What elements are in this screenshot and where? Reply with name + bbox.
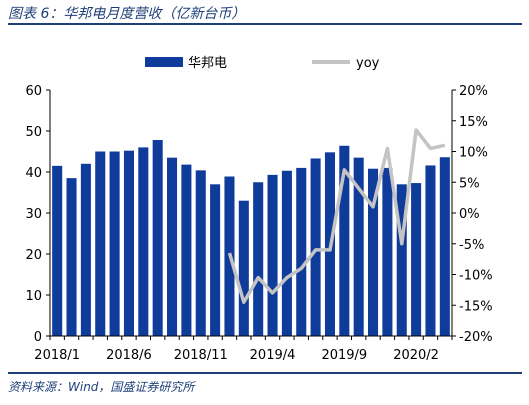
- title-divider: [8, 23, 522, 25]
- bar: [425, 165, 436, 336]
- bar: [382, 167, 393, 336]
- bar: [80, 163, 91, 336]
- left-axis-tick-label: 30: [25, 207, 42, 222]
- bar: [296, 167, 307, 336]
- right-axis-tick-label: -20%: [459, 330, 493, 345]
- x-axis-tick-label: 2020/2: [393, 348, 439, 363]
- left-axis: 0 10 20 30 40 50 60: [25, 84, 51, 345]
- bar: [281, 170, 292, 336]
- bar: [253, 182, 264, 336]
- right-axis: -20% -15% -10% -5% 0% 5% 10% 15% 20%: [451, 84, 493, 345]
- bar: [123, 150, 134, 336]
- right-axis-tick-label: 5%: [459, 176, 480, 191]
- left-axis-tick-label: 10: [25, 289, 42, 304]
- x-axis-tick-label: 2019/9: [321, 348, 367, 363]
- right-axis-tick-label: 10%: [459, 146, 488, 161]
- bar: [195, 170, 206, 336]
- x-axis: 2018/1 2018/6 2018/11 2019/4 2019/9 2020/2: [34, 335, 453, 363]
- x-axis-tick-label: 2018/1: [34, 348, 80, 363]
- chart-title: 图表 6：华邦电月度营收（亿新台币）: [8, 6, 246, 22]
- bar-series: [52, 140, 450, 336]
- left-axis-tick-label: 0: [34, 330, 42, 345]
- bar: [181, 164, 192, 336]
- legend-label-bar: 华邦电: [188, 56, 227, 71]
- right-axis-tick-label: -5%: [459, 238, 484, 253]
- source-note: 资料来源：Wind，国盛证券研究所: [8, 380, 195, 394]
- bar: [52, 165, 63, 336]
- right-axis-tick-label: 20%: [459, 84, 488, 99]
- bar: [109, 151, 120, 336]
- left-axis-tick-label: 50: [25, 125, 42, 140]
- bar: [138, 147, 149, 336]
- bar: [339, 145, 350, 336]
- legend-label-line: yoy: [356, 56, 380, 71]
- legend: 华邦电 yoy: [145, 56, 380, 71]
- x-axis-tick-label: 2018/11: [174, 348, 228, 363]
- right-axis-tick-label: 0%: [459, 207, 480, 222]
- left-axis-tick-label: 40: [25, 166, 42, 181]
- bar: [66, 178, 77, 336]
- right-axis-tick-label: -10%: [459, 269, 493, 284]
- bar: [353, 157, 364, 336]
- x-axis-tick-label: 2018/6: [106, 348, 152, 363]
- bar: [210, 184, 221, 336]
- bar: [310, 158, 321, 336]
- left-axis-tick-label: 20: [25, 248, 42, 263]
- yoy-line-series: [227, 128, 446, 304]
- bar: [152, 140, 163, 336]
- bar: [439, 157, 450, 336]
- bar: [167, 157, 178, 336]
- left-axis-tick-label: 60: [25, 84, 42, 99]
- bar: [267, 174, 278, 336]
- x-axis-tick-label: 2019/4: [250, 348, 296, 363]
- legend-bar-swatch: [145, 57, 183, 67]
- bar: [368, 168, 379, 336]
- yoy-line: [227, 128, 446, 304]
- bar: [238, 200, 249, 336]
- bar: [411, 183, 422, 336]
- bar: [396, 184, 407, 336]
- right-axis-tick-label: -15%: [459, 299, 493, 314]
- right-axis-tick-label: 15%: [459, 115, 488, 130]
- bar: [95, 151, 106, 336]
- footer-divider: [8, 372, 522, 374]
